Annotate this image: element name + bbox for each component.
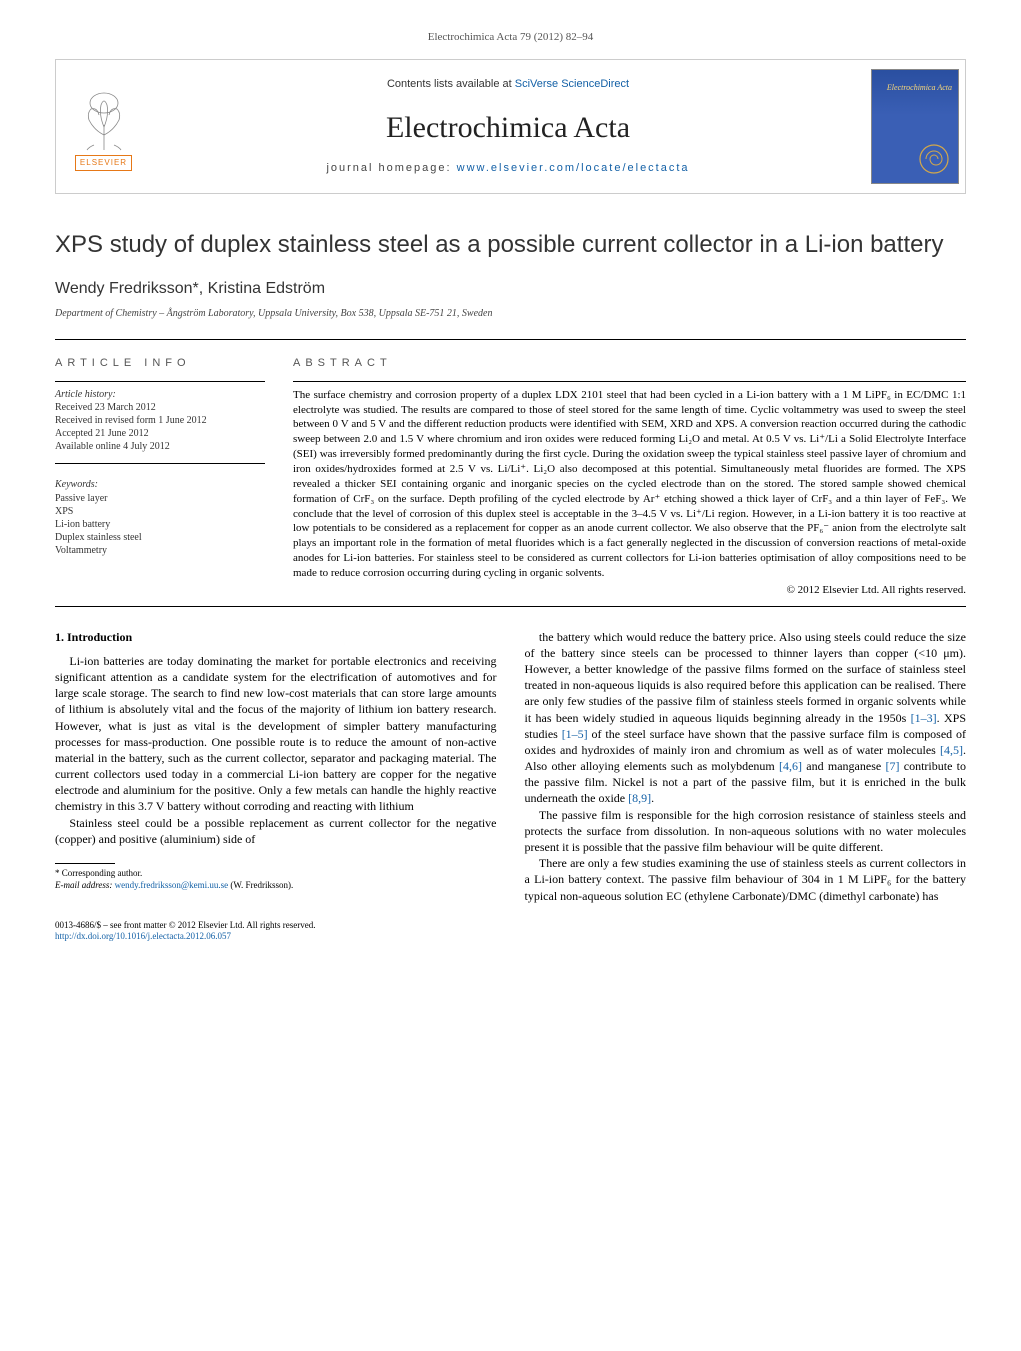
doi-link[interactable]: http://dx.doi.org/10.1016/j.electacta.20…: [55, 931, 231, 941]
keyword: XPS: [55, 505, 265, 518]
history-line: Available online 4 July 2012: [55, 440, 265, 453]
article-info-heading: ARTICLE INFO: [55, 356, 265, 371]
email-label: E-mail address:: [55, 880, 115, 890]
p3-g: .: [651, 791, 654, 805]
abstract-column: ABSTRACT The surface chemistry and corro…: [293, 346, 966, 598]
body-paragraph: The passive film is responsible for the …: [525, 807, 967, 856]
publisher-logo-area: ELSEVIER: [56, 60, 151, 193]
body-paragraph: the battery which would reduce the batte…: [525, 629, 967, 807]
abstract-rule: [293, 381, 966, 382]
journal-header: ELSEVIER Contents lists available at Sci…: [55, 59, 966, 194]
corresponding-author-footnote: * Corresponding author. E-mail address: …: [55, 868, 497, 891]
citation-link[interactable]: [1–5]: [562, 727, 588, 741]
p3-e: and manganese: [802, 759, 885, 773]
citation-link[interactable]: [4,6]: [779, 759, 802, 773]
history-line: Received in revised form 1 June 2012: [55, 414, 265, 427]
intro-heading: 1. Introduction: [55, 629, 497, 645]
citation-link[interactable]: [1–3]: [911, 711, 937, 725]
info-rule-1: [55, 381, 265, 382]
email-suffix: (W. Fredriksson).: [228, 880, 293, 890]
header-center: Contents lists available at SciVerse Sci…: [151, 60, 865, 193]
journal-cover-thumb: Electrochimica Acta: [871, 69, 959, 184]
authors: Wendy Fredriksson*, Kristina Edström: [55, 278, 966, 300]
cover-swirl-icon: [916, 141, 952, 177]
journal-homepage-line: journal homepage: www.elsevier.com/locat…: [326, 161, 689, 176]
rule-bottom: [55, 606, 966, 607]
citation-link[interactable]: [4,5]: [940, 743, 963, 757]
article-history-label: Article history:: [55, 388, 265, 402]
footnote-email-line: E-mail address: wendy.fredriksson@kemi.u…: [55, 880, 497, 892]
keyword: Duplex stainless steel: [55, 531, 265, 544]
info-abstract-row: ARTICLE INFO Article history: Received 2…: [55, 346, 966, 598]
citation-link[interactable]: [8,9]: [628, 791, 651, 805]
history-line: Received 23 March 2012: [55, 401, 265, 414]
footnote-star: * Corresponding author.: [55, 868, 497, 880]
abstract-text: The surface chemistry and corrosion prop…: [293, 388, 966, 581]
p3-c: of the steel surface have shown that the…: [525, 727, 967, 757]
footnote-separator: [55, 863, 115, 864]
contents-lists-line: Contents lists available at SciVerse Sci…: [387, 77, 629, 92]
journal-cover-area: Electrochimica Acta: [865, 60, 965, 193]
cover-title: Electrochimica Acta: [878, 84, 952, 93]
front-matter-line: 0013-4686/$ – see front matter © 2012 El…: [55, 920, 966, 932]
rule-top: [55, 339, 966, 340]
body-paragraph: There are only a few studies examining t…: [525, 855, 967, 904]
article-info-column: ARTICLE INFO Article history: Received 2…: [55, 346, 265, 598]
affiliation: Department of Chemistry – Ångström Labor…: [55, 307, 966, 321]
bottom-meta: 0013-4686/$ – see front matter © 2012 El…: [55, 920, 966, 943]
body-paragraph: Li-ion batteries are today dominating th…: [55, 653, 497, 815]
journal-name: Electrochimica Acta: [386, 108, 630, 149]
body-paragraph: Stainless steel could be a possible repl…: [55, 815, 497, 847]
keyword: Voltammetry: [55, 544, 265, 557]
keyword: Li-ion battery: [55, 518, 265, 531]
citation-link[interactable]: [7]: [885, 759, 899, 773]
keywords-label: Keywords:: [55, 478, 265, 492]
keywords-block: Keywords: Passive layer XPS Li-ion batte…: [55, 478, 265, 557]
author-email-link[interactable]: wendy.fredriksson@kemi.uu.se: [115, 880, 228, 890]
abstract-heading: ABSTRACT: [293, 356, 966, 371]
elsevier-label: ELSEVIER: [75, 155, 132, 172]
elsevier-tree-icon: [69, 85, 139, 155]
elsevier-logo: ELSEVIER: [69, 81, 139, 171]
keyword: Passive layer: [55, 492, 265, 505]
contents-prefix: Contents lists available at: [387, 78, 515, 90]
sciencedirect-link[interactable]: SciVerse ScienceDirect: [515, 78, 629, 90]
homepage-prefix: journal homepage:: [326, 162, 456, 174]
body-columns: 1. Introduction Li-ion batteries are tod…: [55, 629, 966, 904]
p3-a: the battery which would reduce the batte…: [525, 630, 967, 725]
journal-homepage-link[interactable]: www.elsevier.com/locate/electacta: [457, 162, 690, 174]
article-title: XPS study of duplex stainless steel as a…: [55, 230, 966, 260]
info-rule-2: [55, 463, 265, 464]
abstract-copyright: © 2012 Elsevier Ltd. All rights reserved…: [293, 583, 966, 598]
top-citation: Electrochimica Acta 79 (2012) 82–94: [55, 30, 966, 45]
history-line: Accepted 21 June 2012: [55, 427, 265, 440]
